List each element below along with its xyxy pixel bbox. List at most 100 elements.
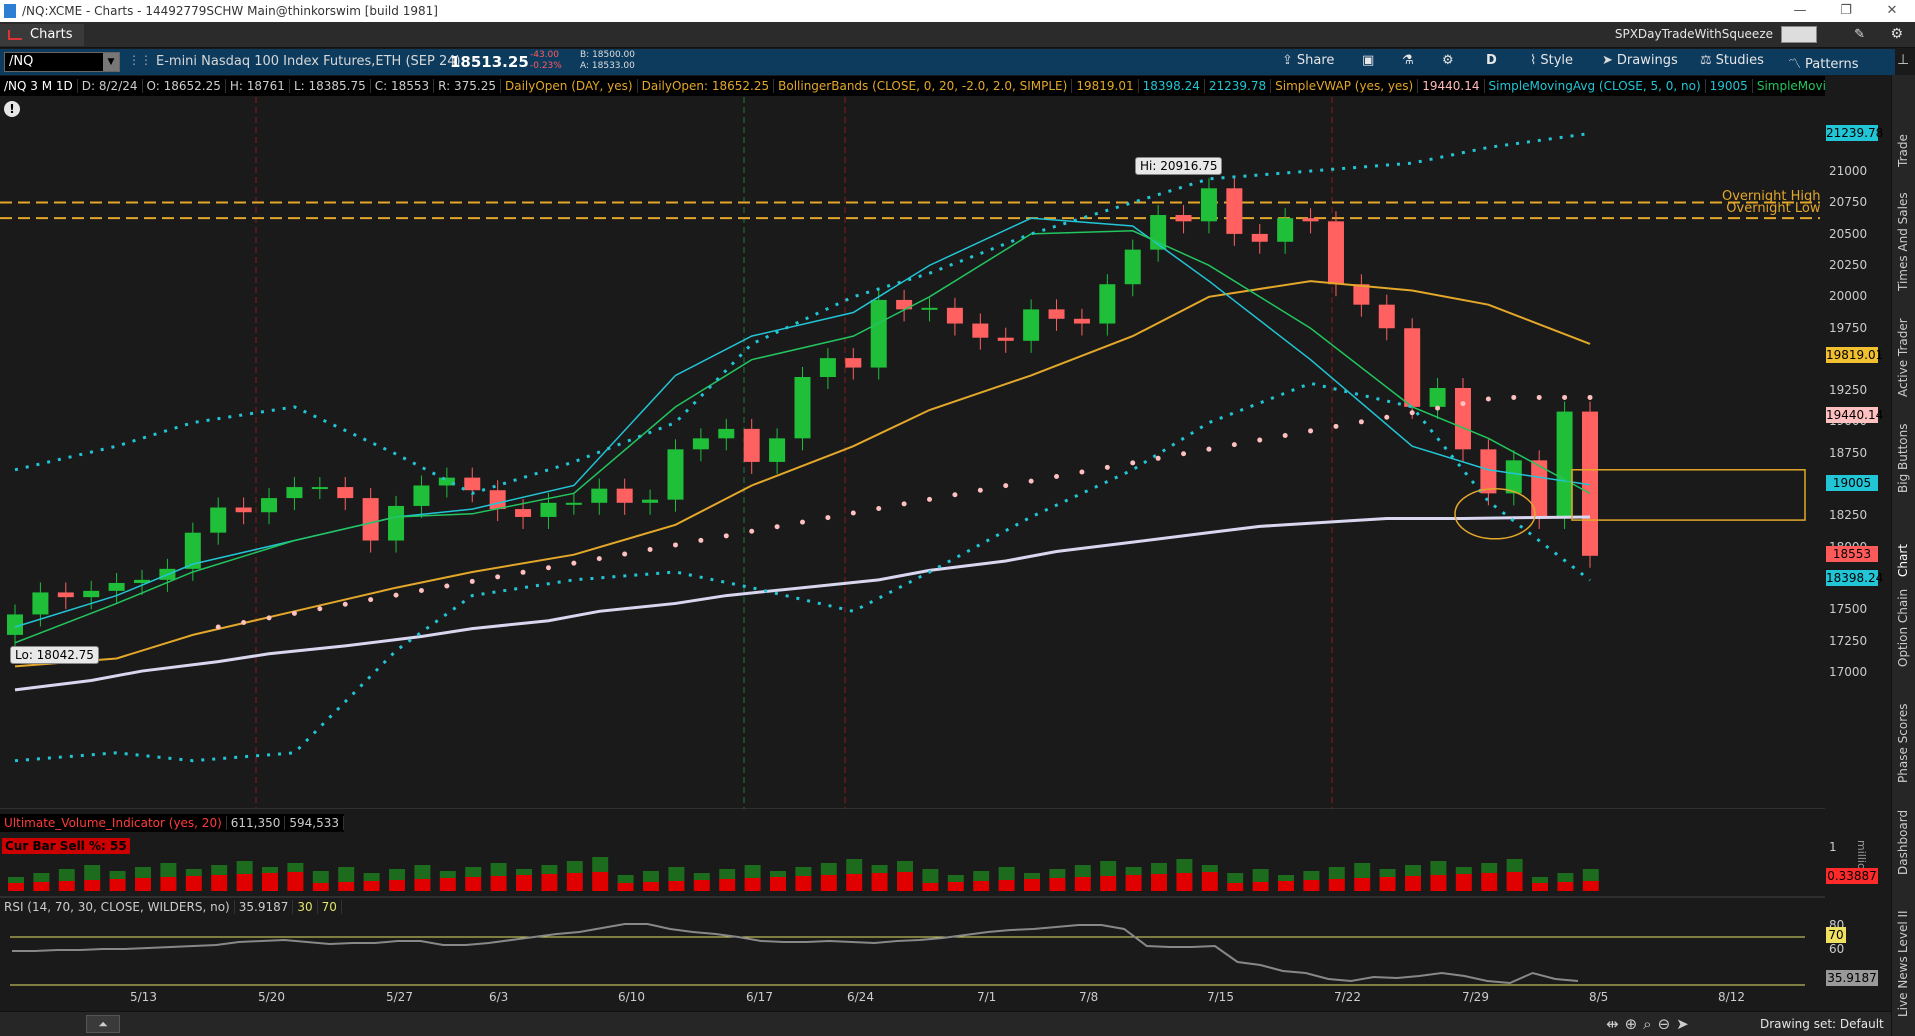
date-axis-label: 5/13	[130, 990, 157, 1004]
legend-item[interactable]: BollingerBands (CLOSE, 0, 20, -2.0, 2.0,…	[774, 79, 1073, 93]
candle-body	[896, 299, 913, 310]
legend-item[interactable]: SimpleMovingAvg ...	[1752, 79, 1825, 93]
aggregation-button[interactable]: D	[1486, 53, 1497, 68]
candle-body	[362, 498, 379, 541]
volume-buy-bar	[1430, 861, 1447, 875]
snapshot-icon[interactable]: ▣	[1362, 53, 1375, 68]
legend-item[interactable]: DailyOpen: 18652.25	[637, 79, 775, 93]
vwap-dot	[469, 578, 475, 584]
vwap-dot	[1155, 455, 1161, 461]
link-icon[interactable]: ⋮⋮	[128, 53, 152, 67]
volume-sell-bar	[1100, 876, 1117, 891]
net-change-value: -43.00	[530, 50, 560, 60]
rsi-legend-item[interactable]: RSI (14, 70, 30, CLOSE, WILDERS, no)	[0, 900, 235, 914]
legend-item[interactable]: H: 18761	[225, 79, 290, 93]
legend-item[interactable]: 19005	[1705, 79, 1753, 93]
style-button[interactable]: ⌇ Style	[1530, 53, 1573, 68]
volume-legend-item[interactable]: 594,533	[285, 816, 345, 830]
volume-sell-bar	[1328, 879, 1345, 891]
vwap-dot	[495, 574, 501, 580]
zoom-icon[interactable]: ⌕	[1643, 1015, 1658, 1033]
minimize-button[interactable]: —	[1793, 3, 1807, 18]
chart-tools: ⇹⊕⌕⊖➤	[1606, 1015, 1695, 1033]
close-button[interactable]: ✕	[1886, 3, 1898, 18]
legend-item[interactable]: D: 8/2/24	[77, 79, 143, 93]
price-tag: 18398.24	[1826, 570, 1884, 586]
studies-icon: ⚖	[1700, 53, 1712, 68]
pin-icon[interactable]: ✎	[1854, 27, 1865, 42]
volume-sell-bar	[1252, 882, 1269, 891]
legend-item[interactable]: 18398.24	[1138, 79, 1205, 93]
volume-sell-bar	[1278, 881, 1294, 891]
legend-item[interactable]: 21239.78	[1204, 79, 1272, 93]
rsi-legend-item[interactable]: 70	[317, 900, 342, 914]
drawings-button[interactable]: ➤ Drawings	[1602, 53, 1678, 68]
collapse-panel-icon[interactable]: ⏶	[86, 1015, 120, 1033]
strategy-input[interactable]	[1781, 26, 1817, 43]
candle-body	[83, 590, 100, 598]
overnight-level-labels: Overnight High Overnight Low	[1722, 190, 1821, 215]
rsi-legend-item[interactable]: 35.9187	[234, 900, 294, 914]
volume-legend-item[interactable]: 611,350	[226, 816, 286, 830]
legend-item[interactable]: /NQ 3 M 1D	[0, 79, 78, 93]
date-axis-label: 7/22	[1334, 990, 1361, 1004]
crosshair-icon[interactable]: ⊕	[1624, 1015, 1644, 1033]
sidebar-tab-label: Live News	[1896, 956, 1910, 1017]
zoom-out-icon[interactable]: ⊖	[1657, 1015, 1677, 1033]
vwap-dot	[850, 510, 856, 516]
price-axis-label: 20000	[1829, 289, 1868, 304]
settings-icon[interactable]: ⚙	[1442, 53, 1454, 68]
legend-item[interactable]: SimpleMovingAvg (CLOSE, 5, 0, no)	[1484, 79, 1706, 93]
symbol-input[interactable]: /NQ ▼	[4, 52, 120, 72]
sidebar-tab-label: Chart	[1896, 544, 1910, 577]
volume-sell-bar	[1074, 877, 1091, 891]
title-bar: /NQ:XCME - Charts - 14492779SCHW Main@th…	[0, 0, 1915, 22]
flask-icon[interactable]: ⚗	[1402, 53, 1414, 68]
volume-sell-bar	[846, 874, 863, 891]
vwap-dot	[1079, 469, 1085, 475]
alert-icon[interactable]: !	[4, 101, 20, 117]
patterns-button[interactable]: 〽 Patterns	[1788, 53, 1859, 72]
share-button[interactable]: ⇪ Share	[1282, 53, 1334, 68]
maximize-button[interactable]: ❐	[1840, 3, 1852, 18]
candle-body	[1073, 318, 1090, 324]
volume-buy-bar	[338, 867, 355, 882]
price-axis-label: 17500	[1829, 602, 1868, 617]
volume-sell-bar	[160, 877, 177, 891]
candle-body	[464, 477, 481, 491]
vwap-dot	[1104, 464, 1110, 470]
toolbar-collapse-icon[interactable]: ⊥	[1897, 52, 1910, 68]
legend-item[interactable]: DailyOpen (DAY, yes)	[501, 79, 638, 93]
legend-item[interactable]: 19440.14	[1418, 79, 1485, 93]
legend-item[interactable]: L: 18385.75	[289, 79, 371, 93]
tab-charts[interactable]: Charts	[0, 24, 84, 46]
date-axis-label: 7/1	[977, 990, 997, 1004]
rsi-legend-item[interactable]: 30	[293, 900, 318, 914]
volume-buy-bar	[312, 871, 329, 883]
strategy-label[interactable]: SPXDayTradeWithSqueeze	[1614, 27, 1773, 41]
volume-sell-bar	[744, 878, 761, 891]
candle-body	[1048, 309, 1065, 319]
volume-legend-item[interactable]: Ultimate_Volume_Indicator (yes, 20)	[0, 816, 227, 830]
legend-item[interactable]: R: 375.25	[434, 79, 501, 93]
candle-body	[1175, 215, 1192, 222]
volume-sell-bar	[617, 883, 634, 891]
legend-item[interactable]: O: 18652.25	[142, 79, 226, 93]
legend-item[interactable]: C: 18553	[370, 79, 435, 93]
vwap-dot	[1003, 483, 1009, 489]
cursor-icon[interactable]: ➤	[1676, 1015, 1695, 1033]
volume-buy-bar	[897, 861, 913, 872]
legend-item[interactable]: 19819.01	[1072, 79, 1139, 93]
volume-sell-bar	[1201, 872, 1218, 891]
legend-item[interactable]: SimpleVWAP (yes, yes)	[1271, 79, 1419, 93]
studies-button[interactable]: ⚖ Studies	[1700, 53, 1764, 68]
pan-icon[interactable]: ⇹	[1606, 1015, 1625, 1033]
volume-sell-bar	[592, 872, 609, 891]
symbol-dropdown-icon[interactable]: ▼	[103, 53, 119, 71]
options-icon[interactable]: ⚙	[1890, 26, 1903, 42]
price-chart[interactable]	[0, 97, 1825, 809]
vwap-dot	[393, 592, 399, 598]
price-axis-label: 18250	[1829, 508, 1868, 523]
drawing-set-label[interactable]: Drawing set: Default	[1760, 1017, 1884, 1031]
volume-buy-bar	[1557, 873, 1574, 882]
